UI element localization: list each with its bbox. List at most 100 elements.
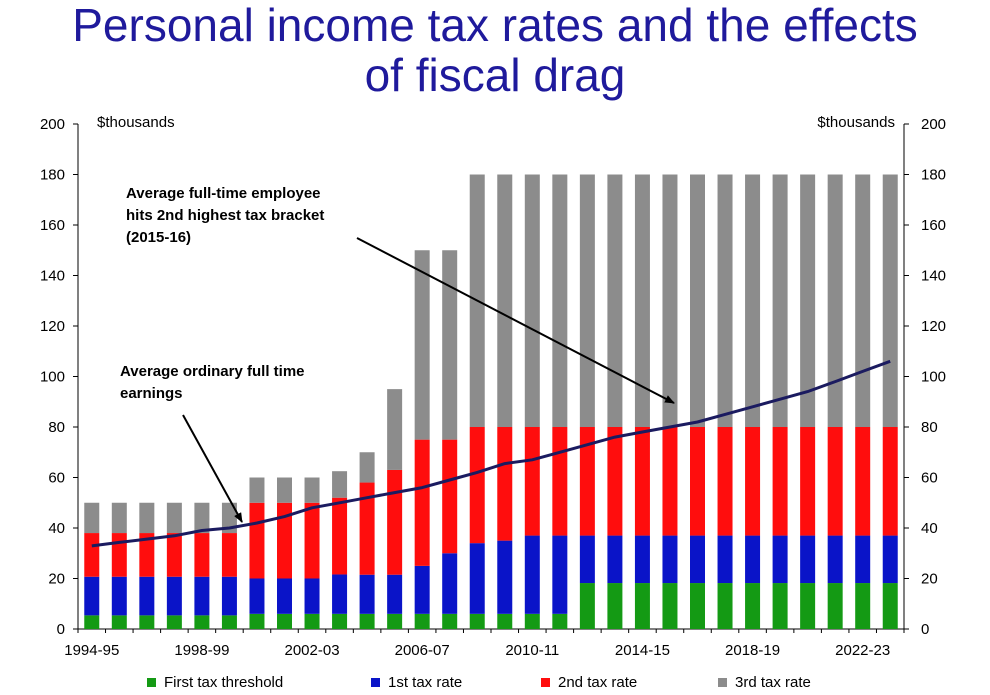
bar-first-tax-threshold-1995-96 [111, 615, 127, 629]
bar-2nd-tax-rate-2007-08 [442, 439, 458, 554]
bar-2nd-tax-rate-2014-15 [634, 427, 650, 536]
bar-first-tax-threshold-2007-08 [442, 613, 458, 629]
bar-2nd-tax-rate-2002-03 [304, 502, 320, 579]
bar-1st-tax-rate-2018-19 [745, 535, 761, 584]
right-y-tick-label: 140 [921, 268, 946, 285]
annotation-bracket-line-3: (2015-16) [126, 229, 191, 246]
bar-3rd-tax-rate-2003-04 [332, 471, 348, 498]
left-y-tick-label: 40 [48, 520, 65, 537]
bar-1st-tax-rate-2010-11 [524, 535, 540, 614]
bar-first-tax-threshold-1996-97 [139, 615, 155, 629]
bar-3rd-tax-rate-1999-00 [221, 502, 237, 534]
bar-3rd-tax-rate-1998-99 [194, 502, 210, 534]
bar-3rd-tax-rate-2015-16 [662, 174, 678, 427]
bar-1st-tax-rate-2017-18 [717, 535, 733, 584]
bar-3rd-tax-rate-2022-23 [855, 174, 871, 427]
bar-3rd-tax-rate-1995-96 [111, 502, 127, 534]
annotation-earnings-line-2: earnings [120, 385, 183, 402]
bar-2nd-tax-rate-2004-05 [359, 482, 375, 575]
right-y-tick-label: 200 [921, 116, 946, 133]
right-y-tick-label: 180 [921, 167, 946, 184]
left-y-tick-label: 60 [48, 470, 65, 487]
bar-first-tax-threshold-2023-24 [882, 583, 898, 629]
bar-first-tax-threshold-1997-98 [166, 615, 182, 629]
bar-1st-tax-rate-2015-16 [662, 535, 678, 584]
bar-2nd-tax-rate-2019-20 [772, 427, 788, 536]
bar-first-tax-threshold-2020-21 [800, 583, 816, 629]
legend-label-3rd-tax-rate: 3rd tax rate [735, 674, 811, 691]
bar-first-tax-threshold-2019-20 [772, 583, 788, 629]
chart-title-line2: of fiscal drag [364, 49, 626, 101]
left-y-tick-label: 120 [40, 318, 65, 335]
bar-3rd-tax-rate-2002-03 [304, 477, 320, 503]
bar-1st-tax-rate-2013-14 [607, 535, 623, 584]
bar-1st-tax-rate-1998-99 [194, 576, 210, 616]
chart-legend: First tax threshold 1st tax rate 2nd tax… [0, 674, 990, 694]
left-axis-unit-label: $thousands [97, 114, 175, 131]
right-y-tick-label: 100 [921, 369, 946, 386]
bar-first-tax-threshold-2004-05 [359, 613, 375, 629]
bar-1st-tax-rate-2014-15 [634, 535, 650, 584]
bar-1st-tax-rate-2002-03 [304, 578, 320, 614]
bar-2nd-tax-rate-1999-00 [221, 533, 237, 577]
left-y-tick-label: 20 [48, 571, 65, 588]
bar-2nd-tax-rate-1995-96 [111, 533, 127, 577]
bar-first-tax-threshold-2005-06 [387, 613, 403, 629]
x-tick-label: 2014-15 [615, 642, 670, 659]
bar-2nd-tax-rate-2017-18 [717, 427, 733, 536]
right-y-tick-label: 80 [921, 419, 938, 436]
bar-3rd-tax-rate-2010-11 [524, 174, 540, 427]
bar-1st-tax-rate-1999-00 [221, 576, 237, 616]
bar-first-tax-threshold-2009-10 [497, 613, 513, 629]
annotation-earnings-line-1: Average ordinary full time [120, 363, 305, 380]
bar-1st-tax-rate-1996-97 [139, 576, 155, 616]
bar-first-tax-threshold-2011-12 [552, 613, 568, 629]
left-y-tick-label: 160 [40, 217, 65, 234]
bar-2nd-tax-rate-1994-95 [84, 533, 100, 577]
bar-first-tax-threshold-1994-95 [84, 615, 100, 629]
bar-1st-tax-rate-2023-24 [882, 535, 898, 584]
bar-2nd-tax-rate-1996-97 [139, 533, 155, 577]
bar-1st-tax-rate-2019-20 [772, 535, 788, 584]
bar-first-tax-threshold-1998-99 [194, 615, 210, 629]
earnings-line [91, 359, 891, 548]
bar-1st-tax-rate-2000-01 [249, 578, 265, 614]
bar-first-tax-threshold-2015-16 [662, 583, 678, 629]
legend-label-first-tax-threshold: First tax threshold [164, 674, 284, 691]
bar-3rd-tax-rate-2009-10 [497, 174, 513, 427]
bar-2nd-tax-rate-2001-02 [277, 502, 292, 579]
bar-first-tax-threshold-1999-00 [221, 615, 237, 629]
bar-2nd-tax-rate-2015-16 [662, 427, 678, 536]
left-y-tick-label: 100 [40, 369, 65, 386]
bar-1st-tax-rate-2016-17 [690, 535, 705, 584]
legend-swatch-3rd-tax-rate [718, 678, 727, 687]
bar-1st-tax-rate-1995-96 [111, 576, 127, 616]
bar-first-tax-threshold-2008-09 [469, 613, 485, 629]
left-y-tick-label: 180 [40, 167, 65, 184]
legend-label-2nd-tax-rate: 2nd tax rate [558, 674, 638, 691]
x-tick-label: 1998-99 [174, 642, 229, 659]
right-y-tick-label: 40 [921, 520, 938, 537]
bar-3rd-tax-rate-2006-07 [414, 250, 430, 440]
right-y-tick-label: 160 [921, 217, 946, 234]
bar-1st-tax-rate-1997-98 [166, 576, 182, 616]
legend-item-2nd-tax-rate: 2nd tax rate [541, 674, 637, 691]
bar-2nd-tax-rate-2005-06 [387, 469, 403, 575]
bar-3rd-tax-rate-2014-15 [634, 174, 650, 427]
bar-2nd-tax-rate-2008-09 [469, 427, 485, 544]
bar-2nd-tax-rate-2016-17 [690, 427, 705, 536]
bar-3rd-tax-rate-2021-22 [827, 174, 843, 427]
legend-label-1st-tax-rate: 1st tax rate [388, 674, 463, 691]
bar-3rd-tax-rate-2013-14 [607, 174, 623, 427]
bar-1st-tax-rate-2005-06 [387, 574, 403, 614]
bar-2nd-tax-rate-2021-22 [827, 427, 843, 536]
chart-title: Personal income tax rates and the effect… [0, 0, 990, 100]
legend-item-3rd-tax-rate: 3rd tax rate [718, 674, 811, 691]
bar-3rd-tax-rate-2017-18 [717, 174, 733, 427]
right-y-tick-label: 60 [921, 470, 938, 487]
legend-item-first-tax-threshold: First tax threshold [147, 674, 283, 691]
bar-first-tax-threshold-2002-03 [304, 613, 320, 629]
right-axis-unit-label: $thousands [817, 114, 895, 131]
bar-first-tax-threshold-2006-07 [414, 613, 430, 629]
bar-3rd-tax-rate-2023-24 [882, 174, 898, 427]
